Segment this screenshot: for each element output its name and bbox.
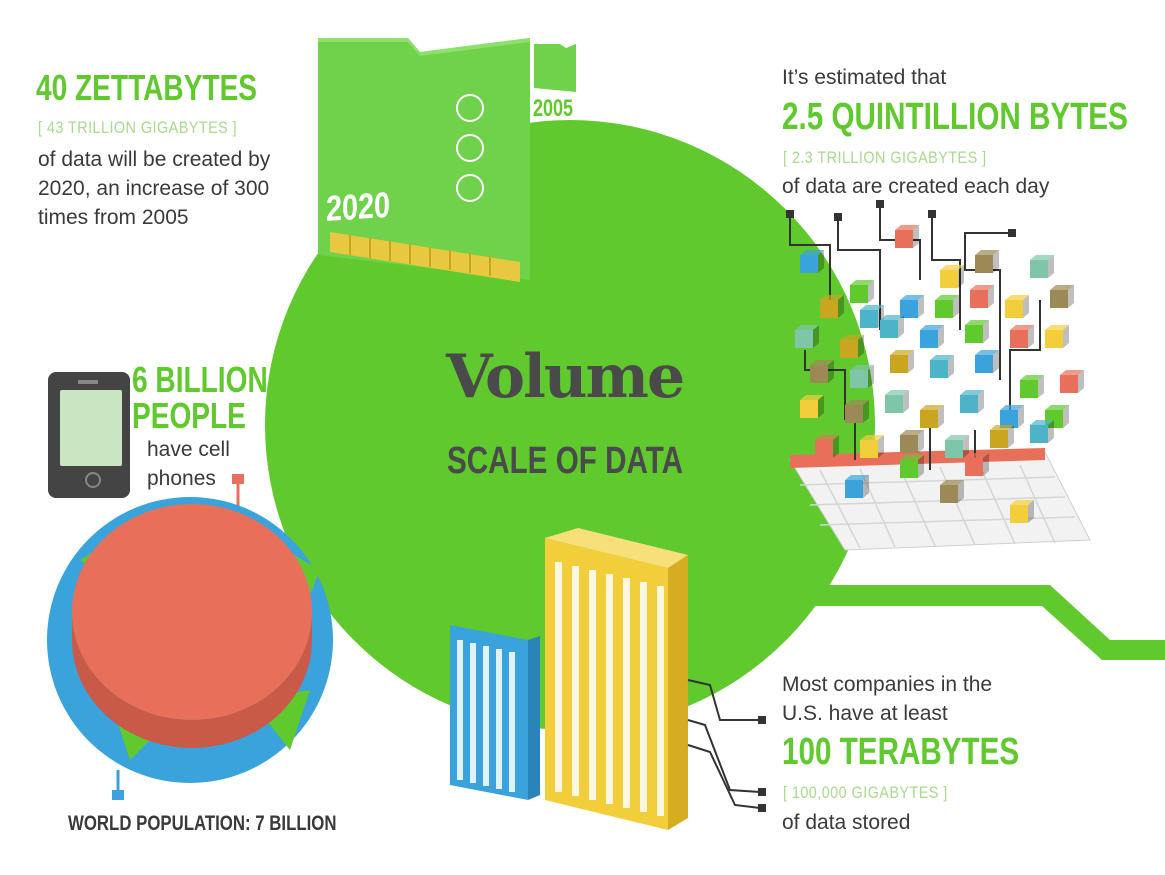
data-cube xyxy=(935,295,959,318)
data-cube xyxy=(945,435,969,458)
data-cube xyxy=(820,295,844,318)
zettabytes-line: times from 2005 xyxy=(38,206,189,229)
daily-sub: [ 2.3 TRILLION GIGABYTES ] xyxy=(783,148,987,167)
data-cube xyxy=(815,435,839,458)
data-cube xyxy=(800,250,824,273)
data-cube xyxy=(975,350,999,373)
phones-headline-2: PEOPLE xyxy=(132,395,246,436)
phones-text: have cell phones xyxy=(147,435,230,493)
data-cube xyxy=(800,395,824,418)
data-cubes-grid xyxy=(786,200,1091,551)
data-cube xyxy=(850,365,874,388)
zettabytes-sub: [ 43 TRILLION GIGABYTES ] xyxy=(38,118,238,137)
data-cube xyxy=(960,390,984,413)
data-cube xyxy=(810,360,834,383)
companies-line: of data stored xyxy=(782,811,911,834)
companies-text: Most companies in the U.S. have at least xyxy=(782,670,992,728)
card-year-small: 2005 xyxy=(533,95,574,122)
data-cube xyxy=(1030,255,1054,278)
companies-headline: 100 TERABYTES xyxy=(782,731,1020,773)
zettabytes-headline: 40 ZETTABYTES xyxy=(36,67,258,108)
data-cube xyxy=(975,250,999,273)
companies-sub: [ 100,000 GIGABYTES ] xyxy=(783,783,948,802)
data-cube xyxy=(920,405,944,428)
data-cube xyxy=(885,390,909,413)
companies-line: Most companies in the xyxy=(782,673,993,696)
data-cube xyxy=(1050,285,1074,308)
data-cube xyxy=(965,453,989,476)
data-cube xyxy=(990,425,1014,448)
memory-card-2020 xyxy=(318,38,530,282)
data-cube xyxy=(850,280,874,303)
card-year-large: 2020 xyxy=(326,183,391,229)
data-cube xyxy=(1030,420,1054,443)
data-cube xyxy=(1010,325,1034,348)
zettabytes-line: of data will be created by xyxy=(38,148,271,171)
globe-illustration xyxy=(47,474,333,800)
data-cube xyxy=(930,355,954,378)
daily-intro: It’s estimated that xyxy=(782,66,947,89)
data-cube xyxy=(1020,375,1044,398)
data-cube xyxy=(1010,500,1034,523)
data-cube xyxy=(965,320,989,343)
data-cube xyxy=(900,430,924,453)
data-cube xyxy=(895,225,919,248)
daily-headline: 2.5 QUINTILLION BYTES xyxy=(782,96,1128,138)
phone-illustration xyxy=(48,372,130,498)
zettabytes-text: of data will be created by 2020, an incr… xyxy=(38,145,328,232)
companies-line: U.S. have at least xyxy=(782,702,948,725)
data-cube xyxy=(840,335,864,358)
phones-headline-1: 6 BILLION xyxy=(132,359,268,400)
data-cube xyxy=(1045,325,1069,348)
daily-line: of data are created each day xyxy=(782,175,1050,198)
data-cube xyxy=(845,475,869,498)
data-cube xyxy=(940,480,964,503)
center-title: Volume xyxy=(446,342,685,412)
phones-line: phones xyxy=(147,467,216,490)
data-cube xyxy=(890,350,914,373)
data-cube xyxy=(795,325,819,348)
data-cube xyxy=(900,295,924,318)
buildings-illustration xyxy=(450,528,766,830)
zettabytes-line: 2020, an increase of 300 xyxy=(38,177,270,200)
circuit-trace xyxy=(790,560,1165,660)
volume-circle xyxy=(265,120,875,730)
data-cube xyxy=(920,325,944,348)
world-population-label: WORLD POPULATION: 7 BILLION xyxy=(68,812,337,835)
center-subtitle: SCALE OF DATA xyxy=(447,440,684,482)
data-cube xyxy=(940,265,964,288)
data-cube xyxy=(845,400,869,423)
data-cube xyxy=(860,435,884,458)
data-cube xyxy=(1000,405,1024,428)
data-cube xyxy=(880,315,904,338)
data-cube xyxy=(1060,370,1084,393)
data-cube xyxy=(1005,295,1029,318)
memory-card-2005 xyxy=(534,44,576,92)
data-cube xyxy=(970,285,994,308)
phones-line: have cell xyxy=(147,438,230,461)
data-cube xyxy=(900,455,924,478)
